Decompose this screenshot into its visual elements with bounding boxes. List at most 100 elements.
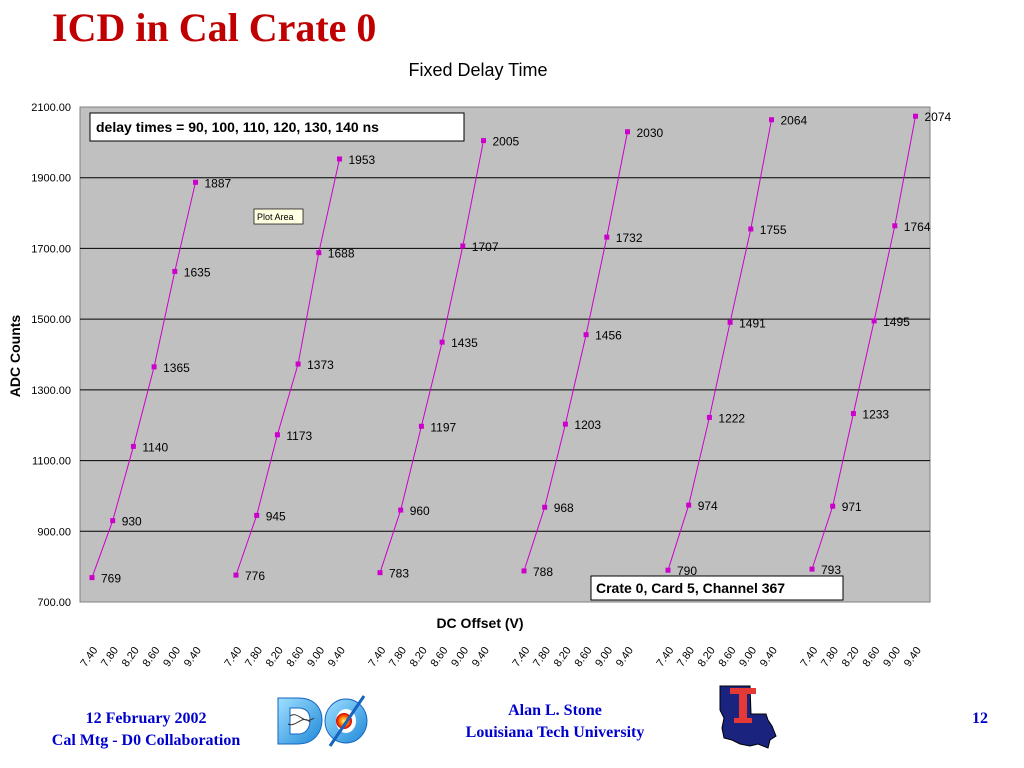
x-tick-label: 8.60 [860, 645, 882, 669]
y-tick-label: 1500.00 [31, 314, 71, 326]
data-label: 1456 [595, 329, 622, 343]
data-point [398, 507, 404, 513]
data-point [151, 364, 157, 370]
data-point [377, 570, 383, 576]
y-tick-label: 2100.00 [31, 102, 71, 114]
data-point [89, 575, 95, 581]
x-tick-label: 7.80 [531, 645, 553, 669]
x-tick-label: 8.60 [716, 645, 738, 669]
data-label: 930 [122, 515, 142, 529]
x-tick-label: 8.60 [428, 645, 450, 669]
x-tick-label: 7.80 [387, 645, 409, 669]
x-tick-label: 7.40 [654, 645, 676, 669]
data-point [295, 361, 301, 367]
footer-university: Louisiana Tech University [465, 724, 645, 741]
data-label: 776 [245, 569, 265, 583]
data-point [439, 339, 445, 345]
data-labels: 769 930 1140 1365 1635 1887 776 945 1173 1373 1688… [101, 110, 952, 585]
data-point [871, 318, 877, 324]
x-tick-label: 7.80 [99, 645, 121, 669]
data-point [583, 332, 589, 338]
data-label: 790 [677, 564, 697, 578]
data-label: 2064 [781, 114, 808, 128]
y-tick-label: 700.00 [37, 597, 71, 609]
y-axis-ticks: 700.00 900.00 1100.00 1300.00 1500.00 1700.00… [31, 102, 71, 609]
series-line [523, 131, 628, 572]
data-point [233, 572, 239, 578]
data-point [850, 411, 856, 417]
data-label: 971 [842, 500, 862, 514]
x-tick-label: 9.00 [305, 645, 327, 669]
annotation-box-channel [590, 575, 844, 601]
data-point [274, 432, 280, 438]
data-point [892, 223, 898, 229]
data-label: 1222 [718, 411, 745, 425]
series-line [235, 158, 340, 576]
gridlines [80, 177, 930, 532]
series-line [811, 116, 916, 570]
data-label: 1495 [883, 315, 910, 329]
x-tick-label: 9.40 [470, 645, 492, 669]
data-label: 793 [821, 563, 841, 577]
data-label: 1887 [205, 176, 232, 190]
footer-author: Alan L. Stone Louisiana Tech University [430, 700, 680, 744]
data-label: 1635 [184, 265, 211, 279]
footer-date: 12 February 2002 Cal Mtg - D0 Collaborat… [22, 708, 270, 752]
x-tick-label: 9.00 [593, 645, 615, 669]
x-tick-label: 9.00 [449, 645, 471, 669]
x-tick-label: 8.20 [408, 645, 430, 669]
data-label: 1203 [574, 418, 601, 432]
data-label: 769 [101, 572, 121, 586]
x-tick-label: 9.40 [614, 645, 636, 669]
x-tick-label: 7.40 [366, 645, 388, 669]
data-point [706, 414, 712, 420]
data-point [727, 319, 733, 325]
x-tick-label: 7.80 [675, 645, 697, 669]
data-label: 1491 [739, 316, 766, 330]
data-label: 1435 [451, 336, 478, 350]
data-label: 1707 [472, 240, 499, 254]
data-label: 788 [533, 565, 553, 579]
data-label: 1755 [760, 223, 787, 237]
data-point [316, 250, 322, 256]
data-point [193, 179, 198, 185]
y-axis-label: ADC Counts [7, 315, 23, 398]
x-tick-label: 8.20 [120, 645, 142, 669]
data-point [748, 226, 754, 232]
x-tick-label: 9.40 [902, 645, 924, 669]
data-point [460, 243, 466, 249]
annotation-box-delay [89, 112, 465, 142]
x-tick-label: 7.40 [798, 645, 820, 669]
data-label: 1365 [163, 361, 190, 375]
x-tick-label: 7.80 [819, 645, 841, 669]
data-label: 1688 [328, 247, 355, 261]
x-tick-label: 7.40 [78, 645, 100, 669]
data-point [665, 567, 671, 573]
data-label: 2005 [493, 135, 520, 149]
data-label: 1233 [862, 408, 889, 422]
series-layer [89, 113, 918, 581]
footer-author-name: Alan L. Stone [508, 702, 602, 719]
footer-meeting-line: Cal Mtg - D0 Collaboration [51, 732, 241, 749]
annotation-delay-times: delay times = 90, 100, 110, 120, 130, 14… [96, 119, 379, 135]
data-point [521, 568, 527, 574]
data-point [254, 512, 260, 518]
data-label: 960 [410, 504, 430, 518]
data-label: 2030 [637, 126, 664, 140]
y-tick-label: 900.00 [37, 526, 71, 538]
data-point [769, 117, 774, 123]
x-tick-label: 9.00 [737, 645, 759, 669]
x-tick-label: 9.00 [161, 645, 183, 669]
annotation-channel: Crate 0, Card 5, Channel 367 [596, 580, 785, 596]
d0-logo [277, 695, 368, 747]
data-point [562, 421, 568, 427]
x-tick-label: 7.40 [222, 645, 244, 669]
x-tick-label: 7.40 [510, 645, 532, 669]
data-label: 1373 [307, 358, 334, 372]
series-line [379, 140, 484, 573]
data-label: 1197 [430, 420, 456, 434]
data-label: 968 [554, 501, 574, 515]
x-tick-label: 9.00 [881, 645, 903, 669]
data-label: 945 [266, 509, 286, 523]
